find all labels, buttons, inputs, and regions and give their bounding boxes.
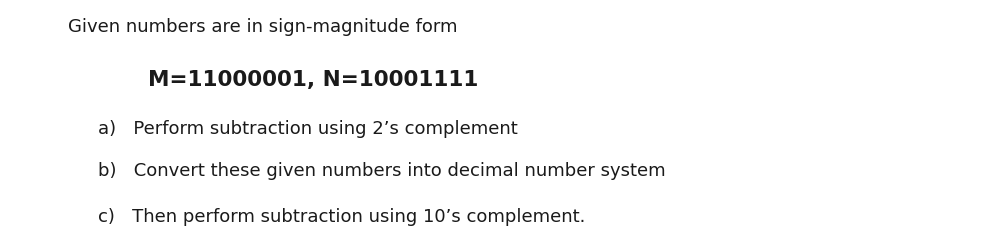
Text: b)   Convert these given numbers into decimal number system: b) Convert these given numbers into deci… [98, 162, 666, 180]
Text: c)   Then perform subtraction using 10’s complement.: c) Then perform subtraction using 10’s c… [98, 208, 585, 226]
Text: a)   Perform subtraction using 2’s complement: a) Perform subtraction using 2’s complem… [98, 120, 518, 138]
Text: M=11000001, N=10001111: M=11000001, N=10001111 [148, 70, 478, 90]
Text: Given numbers are in sign-magnitude form: Given numbers are in sign-magnitude form [68, 18, 458, 36]
